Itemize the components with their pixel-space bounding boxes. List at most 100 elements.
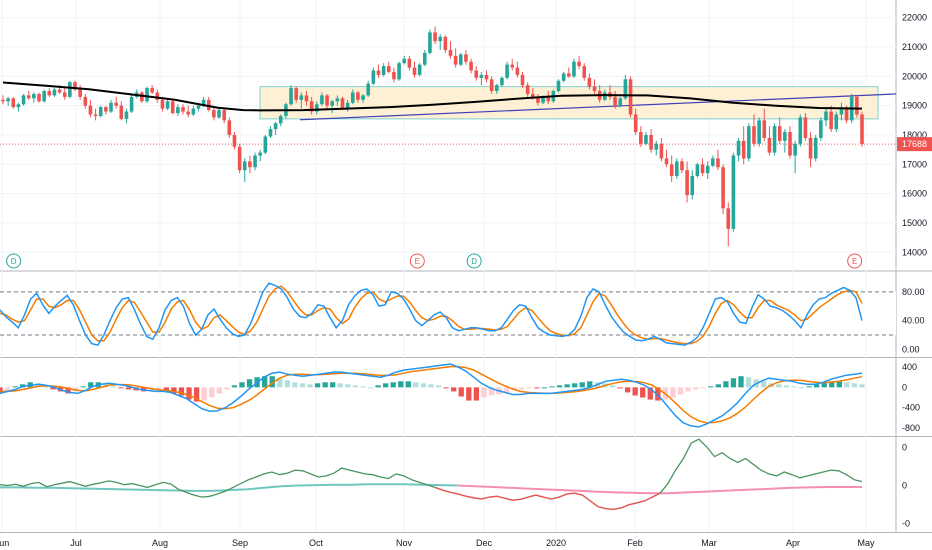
candle — [263, 135, 268, 155]
y-tick-label-osc: 0 — [902, 481, 907, 491]
macd-histogram-bar — [572, 383, 578, 388]
candle-body — [191, 108, 196, 115]
candle — [397, 61, 401, 81]
y-tick-label: 19000 — [902, 101, 927, 111]
candle-body — [273, 123, 278, 130]
macd-histogram-bar — [413, 382, 419, 388]
candle-body — [16, 104, 21, 108]
stochastic-pane[interactable] — [0, 282, 896, 346]
candle — [834, 111, 839, 133]
candle — [386, 61, 391, 74]
candle-body — [536, 96, 540, 103]
macd-histogram-bar — [231, 385, 238, 388]
candle-body — [464, 54, 468, 62]
candle — [114, 96, 118, 109]
macd-histogram-bar — [216, 387, 222, 394]
candle-body — [155, 92, 160, 100]
candle — [366, 80, 371, 97]
candle-body — [716, 158, 720, 168]
candle-body — [412, 67, 417, 75]
candle-body — [145, 88, 149, 102]
macd-histogram-bar — [35, 383, 41, 388]
macd-histogram-bar — [481, 387, 487, 398]
candle — [206, 96, 211, 112]
candle-body — [556, 80, 561, 92]
trend-line[interactable] — [299, 93, 897, 121]
macd-histogram-bar — [201, 387, 207, 401]
macd-histogram-bar — [451, 387, 457, 392]
candle — [582, 63, 587, 81]
stoch-d-line — [0, 285, 863, 345]
time-axis[interactable]: Jun Jul Aug Sep Oct Nov Dec 2020 Feb Mar Apr May — [0, 538, 875, 548]
earnings-marker[interactable]: E — [847, 253, 863, 269]
macd-histogram-bar — [246, 379, 253, 388]
candle — [690, 170, 695, 200]
candle — [278, 114, 283, 127]
candle-body — [371, 70, 376, 84]
oscillator-line-negative — [434, 486, 661, 511]
candle — [273, 121, 278, 135]
candle-body — [582, 66, 587, 78]
macd-histogram-bar — [428, 384, 434, 388]
candle-body — [628, 79, 633, 115]
macd-histogram-bar — [541, 387, 548, 389]
candle-body — [258, 152, 262, 156]
price-tag-bg — [897, 137, 932, 152]
macd-histogram-bar — [798, 387, 805, 389]
dividend-marker[interactable]: D — [6, 253, 22, 269]
candle-body — [42, 91, 46, 102]
candle — [361, 93, 365, 103]
candle — [289, 85, 293, 106]
candle — [356, 91, 360, 103]
macd-histogram-bar — [670, 387, 676, 398]
macd-pane[interactable] — [0, 363, 865, 428]
candle-body — [232, 135, 237, 147]
x-tick-label: May — [857, 538, 875, 548]
candle — [217, 108, 221, 119]
candle-body — [26, 95, 31, 99]
dividend-marker[interactable]: D — [466, 253, 482, 269]
last-price-tag[interactable]: 17688 — [897, 137, 932, 152]
candle — [556, 79, 561, 93]
candle-body — [793, 143, 797, 156]
candle — [464, 49, 468, 65]
candle — [191, 105, 196, 116]
candle — [813, 135, 818, 162]
macd-histogram-bar — [813, 384, 820, 388]
candle — [525, 82, 530, 97]
stoch-k-line — [0, 282, 863, 346]
candle — [592, 79, 597, 94]
earnings-marker[interactable]: E — [409, 253, 425, 269]
macd-signal-line — [0, 365, 863, 424]
candle-body — [834, 114, 839, 130]
macd-histogram-bar — [307, 384, 313, 388]
candle — [829, 105, 833, 133]
candle-body — [592, 86, 597, 92]
oscillator-pane[interactable] — [0, 438, 863, 511]
candle — [649, 129, 653, 153]
macd-histogram-bar — [314, 383, 321, 388]
candle — [628, 76, 633, 118]
candle-body — [114, 102, 118, 106]
candle — [685, 161, 689, 203]
candle-body — [381, 66, 386, 75]
x-tick-label: Aug — [152, 538, 168, 548]
candle — [680, 158, 684, 174]
event-label: E — [415, 257, 420, 266]
macd-histogram-bar — [292, 382, 298, 388]
candle — [129, 93, 134, 114]
candle — [695, 162, 700, 178]
macd-line — [0, 363, 863, 428]
candle — [752, 114, 756, 147]
candle-body — [129, 96, 134, 112]
candle-body — [541, 96, 545, 103]
price-axis[interactable]: 22000 21000 20000 19000 18000 17000 16000 15000… — [897, 13, 932, 529]
candle-body — [711, 158, 715, 166]
candle-body — [181, 107, 185, 112]
candle-body — [747, 126, 751, 159]
candle-body — [860, 114, 864, 145]
candle-body — [330, 101, 334, 106]
candle-body — [160, 99, 165, 109]
